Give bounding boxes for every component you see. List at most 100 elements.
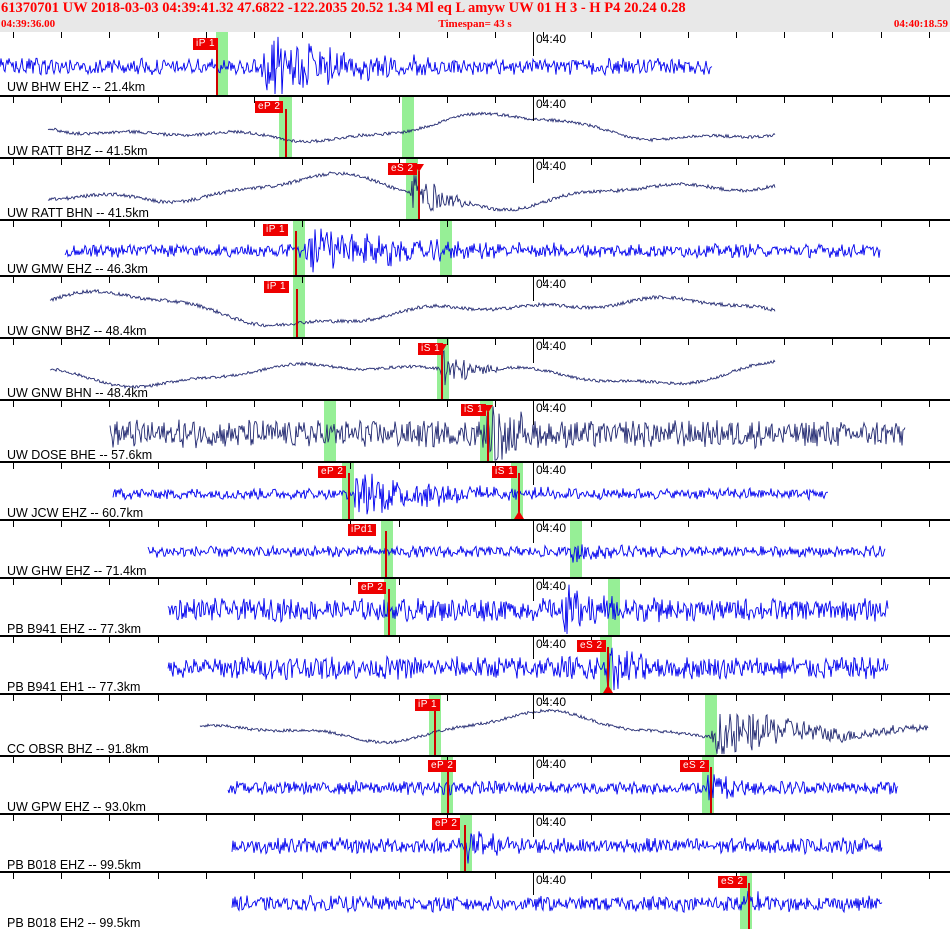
station-channel-label[interactable]: UW GPW EHZ -- 93.0km (7, 800, 146, 813)
station-channel-label[interactable]: UW RATT BHN -- 41.5km (7, 206, 149, 219)
axis-tick (350, 221, 351, 227)
phase-pick-label[interactable]: iPd1 (348, 524, 377, 536)
trace-panel[interactable]: iP 1 04:40 CC OBSR BHZ -- 91.8km (0, 693, 950, 755)
axis-tick (302, 401, 303, 407)
station-channel-label[interactable]: UW GHW EHZ -- 71.4km (7, 564, 147, 577)
phase-pick-line[interactable] (441, 351, 443, 399)
phase-pick-line[interactable] (348, 473, 350, 519)
axis-tick (543, 815, 544, 821)
phase-pick-label[interactable]: eP 2 (432, 818, 461, 830)
phase-pick-line[interactable] (434, 707, 436, 755)
phase-pick-line[interactable] (487, 412, 489, 461)
phase-pick-label[interactable]: iP 1 (415, 699, 441, 711)
axis-tick (302, 757, 303, 763)
axis-tick (302, 159, 303, 165)
axis-tick (688, 873, 689, 879)
phase-pick-label[interactable]: eP 2 (318, 466, 347, 478)
phase-pick-line[interactable] (607, 647, 609, 693)
minute-tick (533, 401, 534, 425)
phase-pick-label[interactable]: eP 2 (358, 582, 387, 594)
trace-panel[interactable]: iS 1 04:40 UW DOSE BHE -- 57.6km (0, 399, 950, 461)
minute-time-label: 04:40 (536, 579, 567, 593)
axis-tick (543, 695, 544, 701)
phase-pick-label[interactable]: eP 2 (428, 760, 457, 772)
trace-panel[interactable]: eP 2 04:40 PB B941 EHZ -- 77.3km (0, 577, 950, 635)
phase-pick-label[interactable]: eS 2 (680, 760, 709, 772)
axis-tick (254, 401, 255, 407)
trace-stack[interactable]: iP 1 04:40 UW BHW EHZ -- 21.4km eP 2 04:40 UW… (0, 32, 950, 940)
station-channel-label[interactable]: PB B941 EHZ -- 77.3km (7, 622, 142, 635)
trace-panel[interactable]: iPd1 04:40 UW GHW EHZ -- 71.4km (0, 519, 950, 577)
phase-pick-line[interactable] (385, 531, 387, 577)
axis-tick (350, 757, 351, 763)
axis-tick (736, 757, 737, 763)
station-channel-label[interactable]: UW GNW BHN -- 48.4km (7, 386, 148, 399)
axis-tick (158, 97, 159, 103)
axis-tick (495, 695, 496, 701)
axis-tick (591, 339, 592, 345)
axis-tick (881, 757, 882, 763)
axis-tick (447, 159, 448, 165)
station-channel-label[interactable]: UW RATT BHZ -- 41.5km (7, 144, 148, 157)
phase-pick-label[interactable]: eS 2 (718, 876, 747, 888)
axis-tick (302, 637, 303, 643)
trace-panel[interactable]: iP 1 04:40 UW GNW BHZ -- 48.4km (0, 275, 950, 337)
phase-pick-line[interactable] (388, 589, 390, 635)
trace-panel[interactable]: eS 2 04:40 PB B941 EH1 -- 77.3km (0, 635, 950, 693)
station-channel-label[interactable]: UW JCW EHZ -- 60.7km (7, 506, 144, 519)
trace-panel[interactable]: eP 2 eS 2 04:40 UW GPW EHZ -- 93.0km (0, 755, 950, 813)
axis-tick (929, 339, 930, 345)
axis-tick (495, 339, 496, 345)
phase-pick-line[interactable] (518, 473, 520, 519)
station-channel-label[interactable]: UW DOSE BHE -- 57.6km (7, 448, 153, 461)
axis-tick (447, 221, 448, 227)
trace-panel[interactable]: iP 1 UW GMW EHZ -- 46.3km (0, 219, 950, 275)
station-channel-label[interactable]: UW GNW BHZ -- 48.4km (7, 324, 147, 337)
axis-tick (206, 221, 207, 227)
phase-pick-label[interactable]: iS 1 (418, 343, 444, 355)
phase-pick-line[interactable] (418, 171, 420, 219)
trace-panel[interactable]: iS 1 04:40 UW GNW BHN -- 48.4km (0, 337, 950, 399)
phase-pick-line[interactable] (296, 289, 298, 337)
phase-pick-label[interactable]: iS 1 (492, 466, 518, 478)
waveform (47, 111, 776, 144)
axis-tick (61, 579, 62, 585)
phase-pick-label[interactable]: eS 2 (388, 163, 417, 175)
phase-pick-label[interactable]: iP 1 (264, 281, 290, 293)
phase-pick-label[interactable]: eP 2 (255, 101, 284, 113)
axis-tick (543, 339, 544, 345)
phase-pick-label[interactable]: iP 1 (193, 38, 219, 50)
phase-pick-line[interactable] (295, 231, 297, 275)
axis-tick (399, 815, 400, 821)
phase-pick-line[interactable] (447, 767, 449, 813)
trace-panel[interactable]: iP 1 04:40 UW BHW EHZ -- 21.4km (0, 32, 950, 95)
trace-panel[interactable]: eP 2 04:40 UW RATT BHZ -- 41.5km (0, 95, 950, 157)
station-channel-label[interactable]: PB B018 EH2 -- 99.5km (7, 916, 141, 929)
trace-panel[interactable]: eP 2 04:40 PB B018 EHZ -- 99.5km (0, 813, 950, 871)
phase-pick-label[interactable]: iS 1 (461, 404, 487, 416)
trace-panel[interactable]: eS 2 04:40 UW RATT BHN -- 41.5km (0, 157, 950, 219)
station-channel-label[interactable]: UW BHW EHZ -- 21.4km (7, 80, 146, 94)
axis-tick (784, 757, 785, 763)
axis-tick (688, 97, 689, 103)
station-channel-label[interactable]: PB B941 EH1 -- 77.3km (7, 680, 141, 693)
axis-tick (784, 463, 785, 469)
phase-pick-line[interactable] (710, 767, 712, 813)
phase-pick-label[interactable]: eS 2 (577, 640, 606, 652)
station-channel-label[interactable]: UW GMW EHZ -- 46.3km (7, 262, 148, 275)
axis-tick (399, 277, 400, 283)
trace-panel[interactable]: eS 2 04:40 PB B018 EH2 -- 99.5km (0, 871, 950, 929)
phase-pick-line[interactable] (285, 109, 287, 157)
phase-pick-label[interactable]: iP 1 (263, 224, 289, 236)
minute-tick (533, 159, 534, 183)
station-channel-label[interactable]: CC OBSR BHZ -- 91.8km (7, 742, 149, 755)
phase-pick-line[interactable] (216, 46, 218, 95)
phase-pick-line[interactable] (464, 825, 466, 871)
axis-tick (61, 97, 62, 103)
station-channel-label[interactable]: PB B018 EHZ -- 99.5km (7, 858, 142, 871)
start-time-label: 04:39:36.00 (1, 18, 56, 30)
axis-tick (206, 815, 207, 821)
axis-tick (399, 695, 400, 701)
phase-pick-line[interactable] (748, 883, 750, 929)
trace-panel[interactable]: eP 2 iS 1 04:40 UW JCW EHZ -- 60.7km (0, 461, 950, 519)
